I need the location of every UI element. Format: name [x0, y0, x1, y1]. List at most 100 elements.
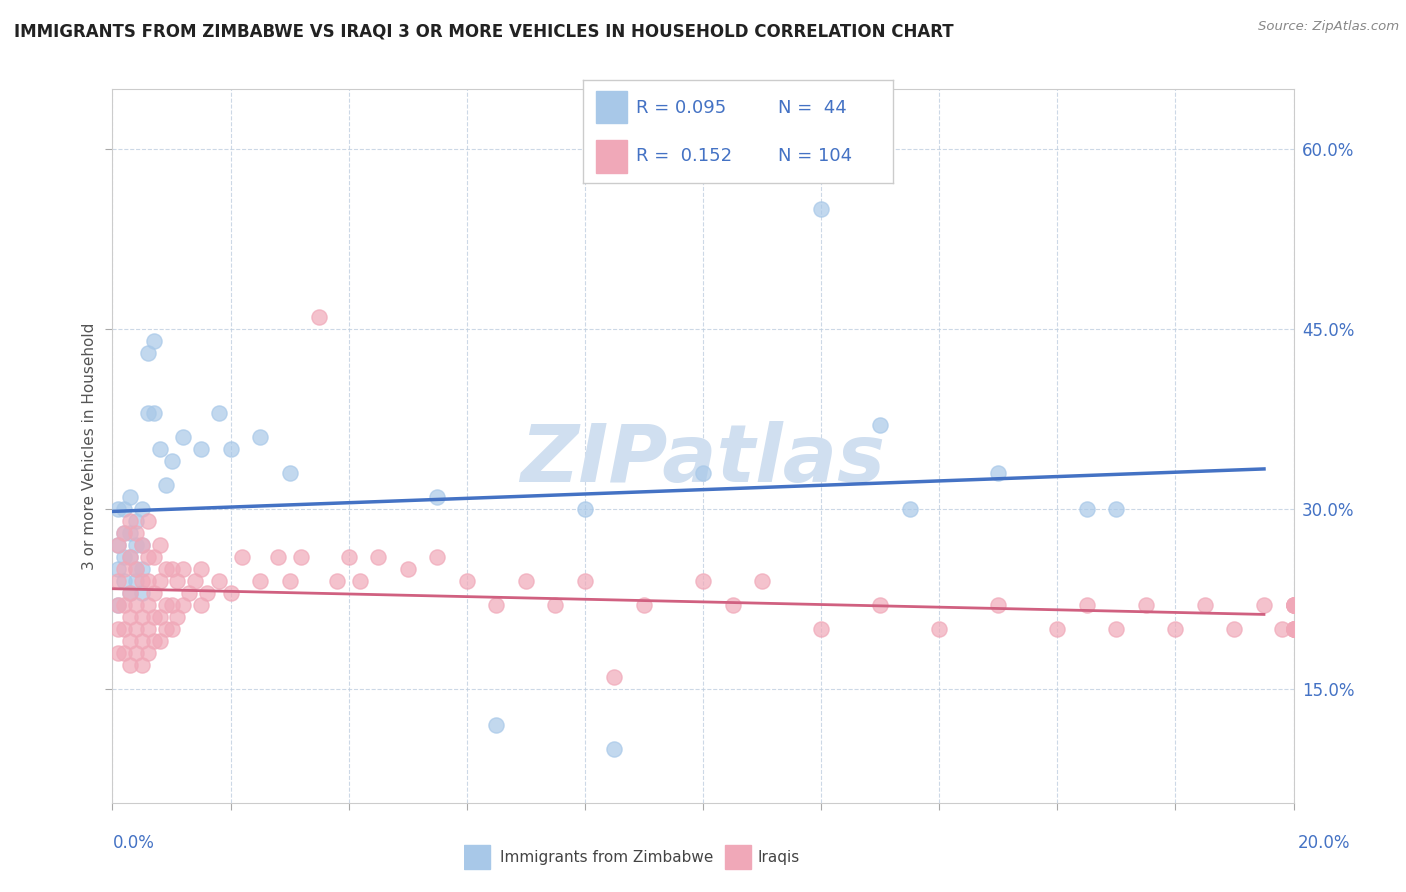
Point: [1105, 622, 1128, 636]
Point: [1282, 598, 1305, 612]
Point: [1282, 622, 1305, 636]
Point: [160, 598, 183, 612]
Point: [721, 598, 744, 612]
Text: R = 0.095: R = 0.095: [636, 99, 727, 117]
Point: [249, 574, 271, 588]
Point: [633, 598, 655, 612]
Point: [149, 610, 172, 624]
Point: [112, 598, 135, 612]
Point: [278, 466, 301, 480]
Point: [1046, 622, 1069, 636]
Point: [125, 622, 148, 636]
Point: [120, 586, 142, 600]
Point: [120, 657, 142, 672]
Point: [149, 574, 172, 588]
Point: [155, 478, 177, 492]
Point: [107, 646, 129, 660]
Point: [1223, 622, 1246, 636]
Point: [149, 633, 172, 648]
Point: [136, 549, 159, 564]
Text: Iraqis: Iraqis: [758, 850, 800, 864]
Point: [1282, 598, 1305, 612]
Point: [120, 610, 142, 624]
Point: [485, 598, 508, 612]
Point: [120, 514, 142, 528]
Point: [426, 490, 449, 504]
Point: [326, 574, 349, 588]
Point: [574, 502, 596, 516]
Text: ZIPatlas: ZIPatlas: [520, 421, 886, 500]
Point: [125, 562, 148, 576]
Point: [136, 574, 159, 588]
Point: [1076, 598, 1098, 612]
Point: [456, 574, 478, 588]
Point: [131, 633, 153, 648]
Point: [120, 525, 142, 540]
Point: [869, 417, 891, 432]
Point: [112, 562, 135, 576]
Point: [290, 549, 312, 564]
Point: [195, 586, 218, 600]
Point: [131, 562, 153, 576]
Point: [184, 574, 207, 588]
Point: [125, 525, 148, 540]
Point: [208, 574, 231, 588]
Point: [928, 622, 950, 636]
Point: [131, 610, 153, 624]
Point: [125, 514, 148, 528]
Text: 20.0%: 20.0%: [1298, 834, 1350, 852]
Point: [1282, 622, 1305, 636]
Point: [1135, 598, 1157, 612]
Point: [120, 586, 142, 600]
Point: [810, 622, 832, 636]
Point: [125, 574, 148, 588]
Text: R =  0.152: R = 0.152: [636, 147, 733, 165]
Point: [155, 598, 177, 612]
Point: [136, 598, 159, 612]
Point: [869, 598, 891, 612]
Point: [136, 622, 159, 636]
Point: [515, 574, 537, 588]
Point: [107, 538, 129, 552]
Point: [131, 538, 153, 552]
Point: [751, 574, 773, 588]
Point: [603, 741, 626, 756]
Point: [1194, 598, 1216, 612]
Point: [131, 502, 153, 516]
Bar: [464, 846, 491, 869]
Point: [1282, 598, 1305, 612]
Point: [125, 562, 148, 576]
Point: [166, 574, 188, 588]
Point: [107, 598, 129, 612]
Point: [898, 502, 921, 516]
Point: [112, 574, 135, 588]
Point: [166, 610, 188, 624]
Point: [142, 334, 165, 348]
Point: [267, 549, 290, 564]
Point: [125, 538, 148, 552]
Point: [396, 562, 419, 576]
Point: [231, 549, 253, 564]
Point: [426, 549, 449, 564]
Point: [1282, 622, 1305, 636]
Point: [112, 549, 135, 564]
Point: [1282, 622, 1305, 636]
Point: [107, 562, 129, 576]
Point: [337, 549, 360, 564]
Point: [120, 549, 142, 564]
Point: [112, 646, 135, 660]
Point: [1253, 598, 1275, 612]
Point: [136, 514, 159, 528]
Point: [987, 598, 1010, 612]
Point: [107, 502, 129, 516]
Point: [125, 646, 148, 660]
Point: [1282, 622, 1305, 636]
Point: [155, 622, 177, 636]
Point: [603, 670, 626, 684]
Point: [120, 633, 142, 648]
Point: [125, 598, 148, 612]
Point: [485, 718, 508, 732]
Point: [179, 586, 201, 600]
Y-axis label: 3 or more Vehicles in Household: 3 or more Vehicles in Household: [82, 322, 97, 570]
Point: [160, 454, 183, 468]
